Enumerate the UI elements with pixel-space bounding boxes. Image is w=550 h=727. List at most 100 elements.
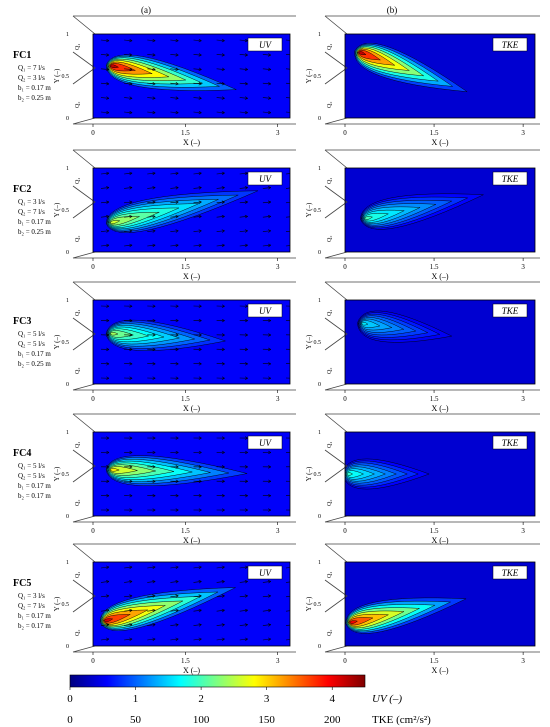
vector-arrowhead [129, 186, 133, 190]
vector-arrow [100, 566, 109, 569]
vector-arrowhead [106, 580, 110, 584]
vector-arrowhead [198, 67, 202, 72]
vector-arrowhead [244, 67, 248, 72]
contour-level [109, 466, 139, 474]
vector-arrow [262, 68, 271, 70]
vector-arrowhead [152, 243, 156, 248]
y-tick-label: 1 [66, 166, 69, 172]
vector-arrow [124, 97, 133, 99]
vector-arrowhead [291, 97, 294, 100]
y-axis-label: Y (–) [305, 334, 313, 349]
panel-label: TKE [502, 306, 519, 316]
vector-arrow [124, 187, 133, 189]
vector-arrowhead [129, 347, 133, 352]
colorbar-tke-tick: 200 [324, 714, 341, 726]
vector-arrowhead [106, 67, 110, 72]
vector-arrowhead [267, 186, 272, 190]
plot-frame [344, 33, 536, 119]
vector-arrow [193, 97, 202, 99]
vector-arrowhead [152, 333, 156, 337]
vector-arrowhead [291, 377, 294, 380]
vector-arrow [170, 172, 179, 175]
vector-arrowhead [129, 333, 133, 337]
x-tick-label: 1.5 [181, 263, 190, 271]
inflow-label-q2: Q₂ [75, 500, 81, 506]
velocity-vectors [100, 565, 290, 642]
vector-arrowhead [221, 200, 225, 204]
vector-arrow [239, 638, 248, 641]
vector-arrow [193, 172, 202, 175]
row-param: Q₂ = 7 l/s [18, 602, 45, 610]
contour-level [104, 618, 114, 623]
y-axis-label: Y (–) [53, 596, 61, 611]
vector-arrow [216, 97, 225, 99]
vector-arrowhead [175, 376, 179, 380]
x-axis-label: X (–) [183, 404, 200, 413]
vector-arrow [147, 201, 156, 204]
x-tick-label: 1.5 [181, 527, 190, 535]
vector-arrowhead [175, 465, 179, 469]
vector-arrowhead [221, 637, 225, 642]
x-tick-label: 0 [343, 129, 347, 137]
x-tick-label: 3 [521, 129, 525, 137]
vector-arrowhead [291, 334, 294, 337]
vector-arrowhead [198, 214, 202, 219]
panel-grid: Q₁ Q₂ UV 0 1.5 3 X (–) 0 0.5 1 Y (–) Q₁ Q₂ TKE 0 1.5 3 X … [53, 15, 540, 675]
vector-arrow [239, 39, 248, 42]
vector-arrowhead [152, 186, 156, 190]
x-axis-label: X (–) [183, 666, 200, 675]
vector-arrow [193, 187, 202, 189]
panel-label-box [247, 37, 283, 52]
plot-frame [344, 561, 536, 647]
inflow-label-q2: Q₂ [327, 500, 333, 506]
vector-arrow [100, 172, 109, 175]
vector-arrowhead [152, 623, 156, 627]
inflow-label-q2: Q₂ [327, 630, 333, 636]
vector-arrow [239, 609, 248, 612]
vector-arrowhead [175, 243, 179, 248]
y-tick-label: 0.5 [62, 340, 70, 346]
vector-arrowhead [175, 608, 179, 613]
plot-frame [344, 167, 536, 253]
vector-arrowhead [268, 376, 272, 380]
vector-arrowhead [152, 200, 156, 204]
vector-arrowhead [175, 38, 179, 43]
velocity-vectors [100, 436, 294, 512]
vector-arrowhead [152, 96, 156, 100]
vector-arrowhead [175, 508, 179, 512]
vector-arrow [262, 244, 271, 247]
channel-outline [72, 543, 296, 653]
vector-arrowhead [129, 637, 133, 642]
panel-label-box [492, 37, 528, 52]
vector-arrow [262, 595, 271, 598]
vector-arrowhead [106, 450, 110, 455]
vector-arrowhead [152, 565, 156, 570]
vector-arrow [100, 39, 109, 42]
vector-arrow [193, 244, 202, 247]
vector-arrowhead [152, 637, 156, 642]
vector-arrow [239, 201, 248, 204]
x-axis-label: X (–) [431, 272, 448, 281]
vector-arrow [216, 111, 225, 114]
vector-arrow [193, 638, 202, 641]
inflow-label-q2: Q₂ [327, 368, 333, 374]
contour-level [346, 470, 365, 478]
contour-level [358, 51, 367, 56]
vector-arrow [193, 230, 202, 232]
vector-arrow [147, 111, 156, 114]
contour-field [345, 34, 535, 118]
panel-fc3-uv: Q₁ Q₂ UV 0 1.5 3 X (–) 0 0.5 1 Y (–) [53, 281, 296, 413]
vector-arrowhead [267, 200, 272, 204]
x-tick-label: 3 [276, 657, 280, 665]
vector-arrowhead [221, 508, 225, 512]
vector-arrow [193, 624, 202, 626]
vector-arrowhead [291, 201, 294, 204]
vector-arrow [124, 111, 133, 114]
panel-label: UV [259, 306, 272, 316]
vector-arrowhead [106, 318, 110, 323]
vector-arrowhead [198, 580, 202, 584]
vector-arrow [216, 566, 225, 569]
vector-arrowhead [198, 53, 202, 57]
row-label-fc4: FC4 Q₁ = 5 l/s Q₂ = 5 l/s b₁ = 0.17 m b₂ = 0… [13, 448, 51, 500]
vector-arrowhead [291, 480, 294, 483]
